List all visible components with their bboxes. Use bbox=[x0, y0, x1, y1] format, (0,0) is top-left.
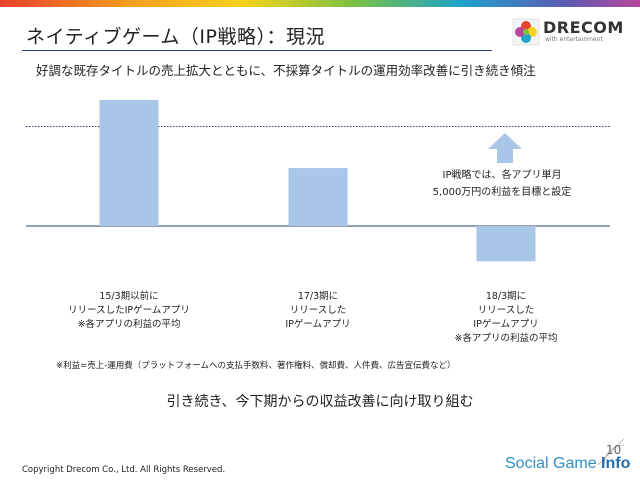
category-label: 17/3期に リリースした IPゲームアプリ bbox=[233, 290, 403, 332]
flower-logo-icon bbox=[512, 18, 540, 46]
category-label-line: 15/3期以前に bbox=[99, 291, 159, 302]
title-underline bbox=[22, 50, 492, 51]
category-label-line: IPゲームアプリ bbox=[285, 319, 351, 330]
social-game-info-watermark: Social Game Info bbox=[505, 455, 630, 473]
category-label-line: ※各アプリの利益の平均 bbox=[77, 319, 181, 330]
bar-3 bbox=[476, 226, 536, 262]
annotation-line: 5,000万円の利益を目標と設定 bbox=[432, 187, 572, 198]
annotation-line: IP戦略では、各アプリ単月 bbox=[442, 170, 562, 181]
drecom-logo: DRECOM with entertainment bbox=[512, 18, 623, 50]
top-color-bar bbox=[0, 0, 640, 7]
category-label-line: リリースしたIPゲームアプリ bbox=[68, 305, 190, 316]
conclusion-text: 引き続き、今下期からの収益改善に向け取り組む bbox=[166, 394, 474, 410]
category-label-line: ※各アプリの利益の平均 bbox=[454, 333, 558, 344]
category-label-line: リリースした bbox=[477, 305, 535, 316]
category-label: 18/3期に リリースした IPゲームアプリ ※各アプリの利益の平均 bbox=[421, 290, 591, 346]
subtitle: 好調な既存タイトルの売上拡大とともに、不採算タイトルの運用効率改善に引き続き傾注 bbox=[36, 63, 536, 78]
category-label: 15/3期以前に リリースしたIPゲームアプリ ※各アプリの利益の平均 bbox=[44, 290, 214, 332]
category-label-line: リリースした bbox=[289, 305, 347, 316]
page-number: 10 bbox=[606, 443, 622, 457]
copyright-text: Copyright Drecom Co., Ltd. All Rights Re… bbox=[22, 465, 226, 475]
bar-1 bbox=[99, 100, 159, 226]
category-label-line: IPゲームアプリ bbox=[473, 319, 539, 330]
category-label-line: 18/3期に bbox=[485, 291, 527, 302]
watermark-bold: Info bbox=[601, 455, 631, 472]
category-label-line: 17/3期に bbox=[297, 291, 339, 302]
watermark-text: Social Game bbox=[505, 455, 602, 472]
footnote: ※利益=売上-運用費（プラットフォームへの支払手数料、著作権料、償却費、人件費、… bbox=[56, 361, 456, 371]
bar-2 bbox=[288, 168, 348, 226]
logo-tagline: with entertainment bbox=[545, 36, 603, 43]
up-arrow-icon bbox=[488, 133, 522, 163]
logo-wordmark: DRECOM bbox=[543, 18, 624, 37]
target-annotation: IP戦略では、各アプリ単月 5,000万円の利益を目標と設定 bbox=[402, 167, 602, 201]
page-title: ネイティブゲーム（IP戦略）：現況 bbox=[26, 26, 325, 48]
page-number-badge bbox=[597, 438, 625, 466]
